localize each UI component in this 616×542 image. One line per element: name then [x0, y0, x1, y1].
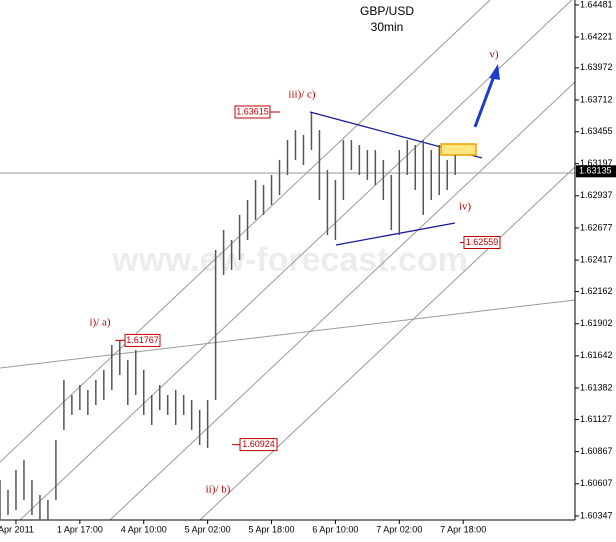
- level-box: [234, 105, 271, 119]
- channels: [0, 0, 576, 521]
- channel-line: [19, 0, 573, 521]
- y-tick-label: 1.61642: [580, 350, 613, 360]
- chart-subtitle: 30min: [371, 20, 404, 34]
- level-box: [463, 236, 501, 250]
- triangle-lower: [335, 222, 456, 246]
- x-tick-label: Apr 2011: [0, 524, 34, 534]
- last-price-label: 1.63135: [579, 166, 612, 176]
- y-tick-label: 1.63972: [580, 62, 613, 72]
- y-tick-label: 1.60607: [580, 478, 613, 488]
- x-tick-label: 6 Apr 10:00: [312, 524, 358, 534]
- y-tick-label: 1.60347: [580, 510, 613, 520]
- y-tick-label: 1.62937: [580, 190, 613, 200]
- wave-label: iii)/ c): [288, 89, 316, 101]
- arrow-head: [489, 64, 500, 80]
- x-tick-label: 5 Apr 02:00: [185, 524, 231, 534]
- y-tick-label: 1.63197: [580, 158, 613, 168]
- x-tick-label: 7 Apr 18:00: [440, 524, 486, 534]
- y-tick-label: 1.61382: [580, 382, 613, 392]
- wave-label: ii)/ b): [206, 484, 231, 496]
- chart-title: GBP/USD: [360, 4, 414, 18]
- x-tick-label: 5 Apr 18:00: [249, 524, 295, 534]
- y-tick-label: 1.61902: [580, 318, 613, 328]
- wave-label: v): [489, 49, 499, 61]
- wave-label: i)/ a): [89, 317, 110, 329]
- target-box: [440, 143, 477, 156]
- level-label: 1.62559: [466, 237, 499, 247]
- watermark: www.ew-forecast.com: [111, 241, 468, 279]
- trend-line: [0, 299, 576, 369]
- level-box: [239, 438, 278, 452]
- y-tick-label: 1.60867: [580, 446, 613, 456]
- level-label: 1.63615: [236, 106, 269, 116]
- level-label: 1.61767: [126, 335, 159, 345]
- level-box: [124, 333, 161, 347]
- y-tick-label: 1.64221: [580, 31, 613, 41]
- y-tick-label: 1.64481: [580, 0, 613, 9]
- channel-line: [109, 81, 576, 521]
- y-tick-label: 1.62162: [580, 286, 613, 296]
- y-tick-label: 1.63712: [580, 94, 613, 104]
- x-tick-label: 1 Apr 17:00: [57, 524, 103, 534]
- level-label: 1.60924: [242, 439, 275, 449]
- arrow: [473, 75, 496, 128]
- y-tick-label: 1.62677: [580, 222, 613, 232]
- channel-line: [0, 0, 491, 463]
- wave-label: iv): [459, 201, 472, 213]
- x-tick-label: 4 Apr 10:00: [121, 524, 167, 534]
- channel-line: [199, 166, 576, 521]
- y-tick-label: 1.63455: [580, 126, 613, 136]
- y-tick-label: 1.61127: [580, 414, 612, 424]
- y-tick-label: 1.62417: [580, 254, 613, 264]
- x-tick-label: 7 Apr 02:00: [376, 524, 422, 534]
- last-price-box: [576, 165, 616, 178]
